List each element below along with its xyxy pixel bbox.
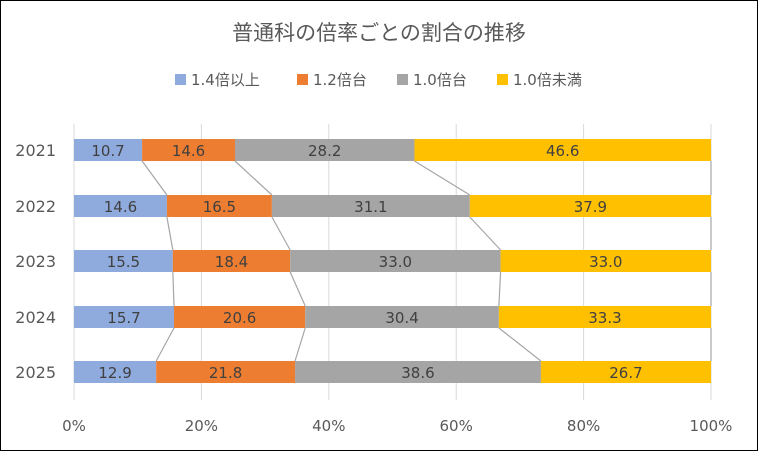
bar-2021-series-4 (414, 139, 711, 161)
data-label-2023-series-4: 33.0 (589, 253, 622, 271)
y-tick-label-2021: 2021 (15, 141, 56, 160)
bar-2023-series-1 (74, 250, 173, 272)
series-line-2-1 (234, 160, 273, 196)
data-label-2023-series-3: 33.0 (379, 253, 412, 271)
legend-swatch-2 (297, 74, 308, 85)
data-label-2024-series-4: 33.3 (588, 309, 621, 327)
data-label-2021-series-3: 28.2 (308, 142, 341, 160)
x-axis: 0% 20% 40% 60% 80% 100% (62, 417, 732, 435)
bar-2021-series-3 (235, 139, 415, 161)
data-label-2021-series-2: 14.6 (172, 142, 205, 160)
x-tick-label-3: 60% (440, 417, 473, 435)
y-tick-label-2023: 2023 (15, 252, 56, 271)
y-tick-label-2024: 2024 (15, 308, 56, 327)
data-label-2025-series-4: 26.7 (609, 364, 642, 382)
x-tick-label-1: 20% (185, 417, 218, 435)
data-label-2024-series-2: 20.6 (223, 309, 256, 327)
series-line-1-2 (166, 216, 174, 251)
y-tick-label-2022: 2022 (15, 197, 56, 216)
data-label-2025-series-2: 21.8 (209, 364, 242, 382)
bar-2022-series-3 (271, 195, 470, 217)
bar-2021-series-1 (74, 139, 143, 161)
bar-2025-series-1 (74, 361, 157, 383)
x-tick-label-0: 0% (62, 417, 86, 435)
series-line-3-3 (498, 271, 502, 307)
series-line-3-1 (414, 160, 471, 196)
data-label-2021-series-1: 10.7 (91, 142, 124, 160)
x-tick-label-2: 40% (312, 417, 345, 435)
legend: 1.4倍以上 1.2倍台 1.0倍台 1.0倍未満 (175, 71, 582, 89)
chart-title: 普通科の倍率ごとの割合の推移 (232, 21, 526, 45)
bar-2024-series-1 (74, 306, 175, 328)
legend-label-2: 1.2倍台 (313, 71, 367, 89)
data-label-2023-series-1: 15.5 (107, 253, 140, 271)
bar-2023-series-3 (290, 250, 501, 272)
bar-2023-series-4 (500, 250, 711, 272)
legend-swatch-3 (397, 74, 408, 85)
series-line-3-2 (469, 216, 502, 251)
legend-swatch-1 (175, 74, 186, 85)
data-label-2024-series-3: 30.4 (385, 309, 418, 327)
bar-2021-series-2 (142, 139, 235, 161)
bar-2024-series-4 (498, 306, 711, 328)
data-label-2022-series-4: 37.9 (574, 198, 607, 216)
bar-2024-series-3 (305, 306, 499, 328)
legend-label-3: 1.0倍台 (413, 71, 467, 89)
data-label-2025-series-1: 12.9 (98, 364, 131, 382)
bar-2022-series-1 (74, 195, 167, 217)
data-label-2021-series-4: 46.6 (546, 142, 579, 160)
series-line-1-3 (172, 271, 175, 307)
bar-2023-series-2 (172, 250, 291, 272)
bar-2025-series-4 (540, 361, 711, 383)
data-label-2022-series-3: 31.1 (354, 198, 387, 216)
data-label-2022-series-2: 16.5 (203, 198, 236, 216)
legend-swatch-4 (497, 74, 508, 85)
bar-2024-series-2 (174, 306, 306, 328)
x-tick-label-4: 80% (567, 417, 600, 435)
bar-2025-series-3 (295, 361, 541, 383)
series-line-2-3 (289, 271, 306, 307)
legend-label-4: 1.0倍未満 (513, 71, 582, 89)
series-line-1-1 (141, 160, 168, 196)
data-label-2025-series-3: 38.6 (401, 364, 434, 382)
bar-2022-series-4 (469, 195, 711, 217)
bars: 10.7 14.6 28.2 46.6 14.6 16.5 31.1 37.9 15.5 18.4… (74, 139, 711, 383)
legend-label-1: 1.4倍以上 (191, 71, 260, 89)
y-tick-label-2025: 2025 (15, 363, 56, 382)
series-line-1-4 (155, 327, 175, 362)
series-line-2-2 (271, 216, 291, 251)
y-axis: 2021 2022 2023 2024 2025 (15, 141, 56, 382)
data-label-2024-series-1: 15.7 (107, 309, 140, 327)
data-label-2023-series-2: 18.4 (215, 253, 248, 271)
data-label-2022-series-1: 14.6 (104, 198, 137, 216)
bar-2022-series-2 (166, 195, 272, 217)
bar-2025-series-2 (156, 361, 296, 383)
series-lines (141, 160, 712, 362)
x-tick-label-5: 100% (690, 417, 733, 435)
series-line-3-4 (498, 327, 542, 362)
series-line-2-4 (294, 327, 306, 362)
